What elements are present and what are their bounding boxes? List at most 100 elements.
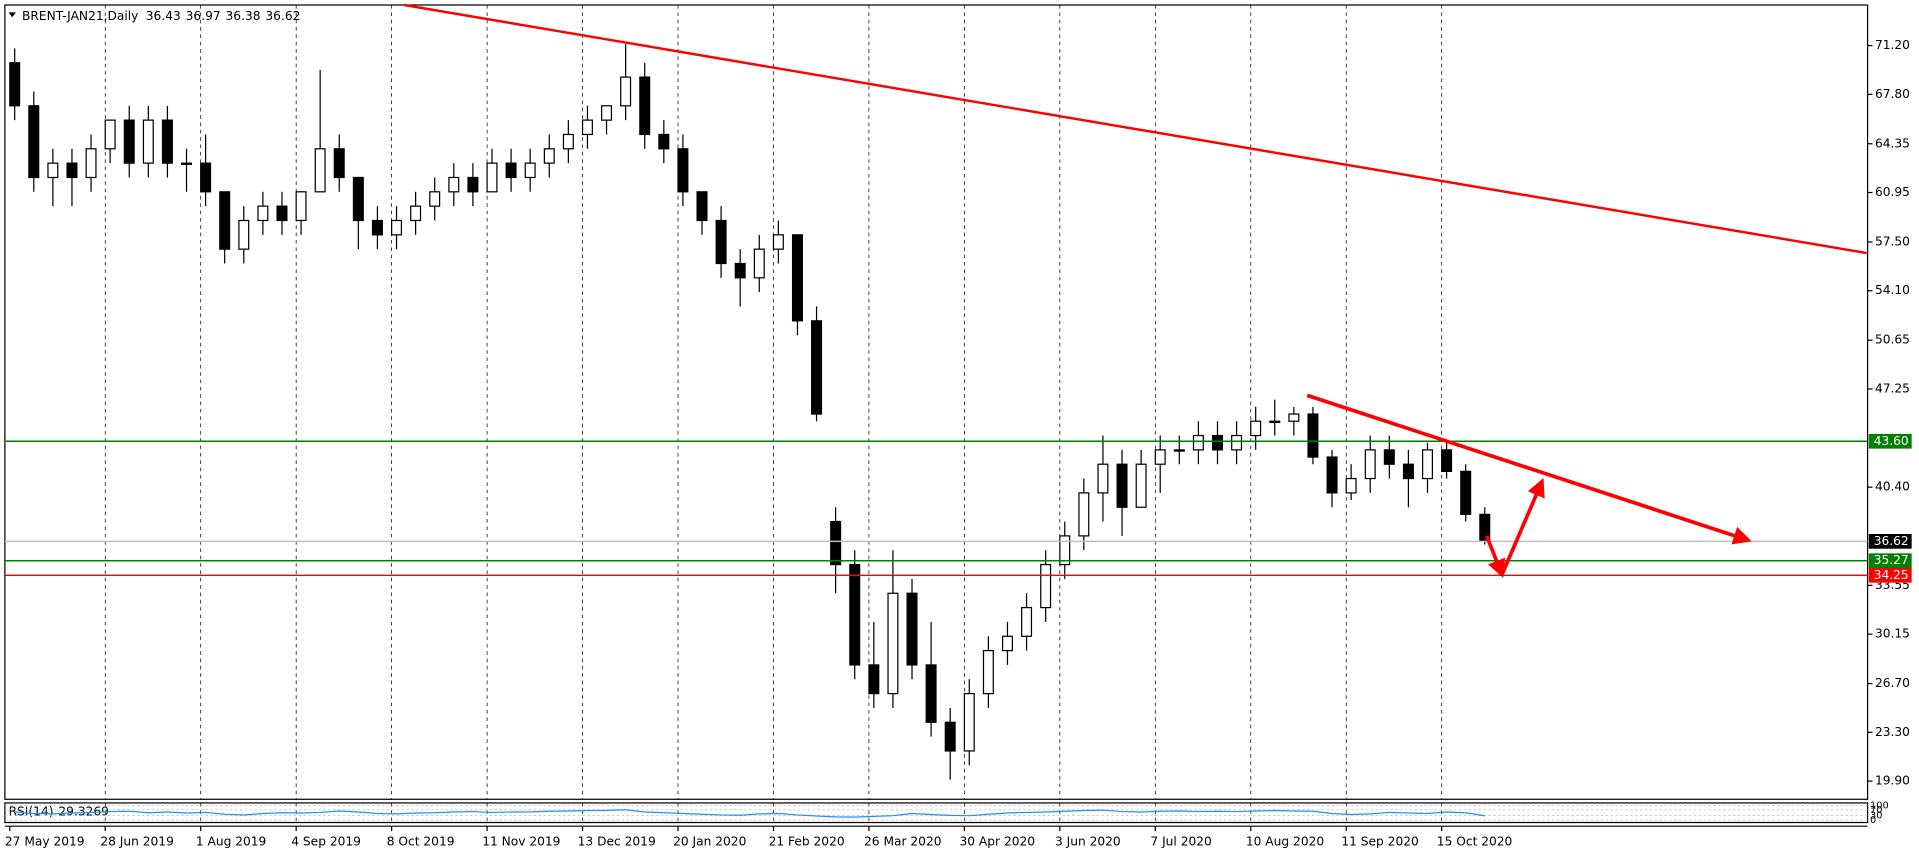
y-tick-label: 19.90	[1875, 774, 1910, 788]
level-label: 36.62	[1874, 534, 1909, 548]
level-label: 43.60	[1874, 434, 1909, 448]
x-tick-label: 8 Oct 2019	[387, 835, 455, 849]
y-tick-label: 54.10	[1875, 283, 1910, 297]
candle-body	[1441, 449, 1453, 472]
level-label-box	[1868, 433, 1912, 449]
candle-body	[505, 162, 517, 179]
x-tick-label: 21 Feb 2020	[769, 835, 845, 849]
candle-body	[181, 162, 193, 165]
candle-body	[333, 148, 345, 179]
trendline	[1306, 393, 1752, 545]
candle-body	[410, 205, 422, 222]
candle-body	[1192, 434, 1204, 451]
candle-body	[448, 176, 460, 193]
candle-body	[314, 148, 326, 193]
candle-body	[581, 119, 593, 136]
candle-body	[1021, 606, 1033, 637]
rsi-value: 29.3269	[58, 804, 109, 818]
x-tick-label: 28 Jun 2019	[100, 835, 174, 849]
main-panel	[4, 4, 1869, 800]
x-tick-label: 20 Jan 2020	[673, 835, 746, 849]
candle-body	[753, 248, 765, 279]
rsi-tick-label: 0	[1870, 815, 1876, 826]
high-value: 36.97	[186, 9, 221, 23]
menu-triangle[interactable]	[8, 12, 16, 18]
x-tick-label: 26 Mar 2020	[864, 835, 941, 849]
candle-body	[486, 162, 498, 193]
close-value: 36.62	[265, 9, 300, 23]
candle-body	[562, 133, 574, 150]
candle-body	[295, 191, 307, 222]
rsi-tick-label: 30	[1870, 811, 1882, 822]
candle-body	[734, 262, 746, 279]
trendline	[403, 3, 1867, 255]
x-tick-label: 3 Jun 2020	[1055, 835, 1121, 849]
candle-body	[1364, 449, 1376, 480]
level-label: 35.27	[1874, 553, 1909, 567]
candle-body	[1231, 434, 1243, 451]
candle-body	[1421, 449, 1434, 480]
candle-body	[1116, 463, 1128, 508]
candle-body	[696, 191, 708, 222]
x-tick-label: 11 Nov 2019	[482, 835, 560, 849]
candle-body	[1097, 463, 1109, 494]
level-label-box	[1868, 553, 1912, 569]
candle-body	[658, 133, 670, 150]
candle-body	[85, 148, 97, 179]
candle-body	[543, 148, 555, 164]
candle-body	[257, 205, 269, 222]
candle-body	[1402, 463, 1414, 480]
candle-body	[1250, 420, 1262, 437]
level-label-box	[1868, 534, 1912, 549]
candle-body	[1059, 535, 1071, 566]
candle-body	[830, 520, 842, 566]
candle-body	[849, 563, 861, 666]
candle-body	[9, 62, 21, 107]
candle-body	[28, 105, 40, 179]
y-tick-label: 40.40	[1875, 480, 1910, 494]
candle-body	[639, 76, 651, 136]
x-tick-label: 10 Aug 2020	[1246, 835, 1324, 849]
y-tick-label: 60.95	[1875, 185, 1910, 199]
y-tick-label: 30.15	[1875, 627, 1910, 641]
header: BRENT-JAN21,Daily 36.43 36.97 36.38 36.62	[22, 9, 300, 23]
rsi-tick-label: 70	[1870, 805, 1882, 816]
candle-body	[352, 176, 364, 222]
candle-body	[1154, 449, 1166, 465]
rsi-label: RSI(14)	[9, 804, 54, 818]
candle-body	[811, 320, 823, 415]
y-tick-label: 47.25	[1875, 381, 1910, 395]
x-tick-label: 7 Jul 2020	[1150, 835, 1211, 849]
candle-body	[123, 119, 135, 164]
open-value: 36.43	[146, 9, 181, 23]
candle-body	[238, 219, 250, 250]
candle-body	[1040, 563, 1052, 609]
x-tick-label: 27 May 2019	[5, 835, 85, 849]
candle-body	[200, 162, 212, 193]
rsi-line	[14, 809, 1485, 818]
candle-body	[906, 592, 918, 666]
x-tick-label: 4 Sep 2019	[291, 835, 361, 849]
candle-body	[772, 234, 784, 250]
rsi-header: RSI(14) 29.3269	[9, 804, 109, 818]
candle-body	[791, 234, 803, 322]
candle-body	[1173, 449, 1185, 452]
candle-body	[677, 148, 689, 193]
candle-body	[371, 219, 383, 236]
candle-body	[925, 664, 937, 723]
x-tick-label: 30 Apr 2020	[960, 835, 1036, 849]
level-label: 34.25	[1874, 568, 1909, 582]
y-tick-label: 50.65	[1875, 333, 1910, 347]
candle-body	[982, 649, 994, 695]
candle-body	[1001, 635, 1013, 652]
y-tick-label: 71.20	[1875, 38, 1910, 52]
trendline	[1500, 478, 1545, 576]
candle-body	[524, 162, 536, 179]
candle-body	[620, 76, 632, 107]
candle-body	[1460, 470, 1472, 516]
candle-body	[276, 205, 288, 222]
x-tick-label: 11 Sep 2020	[1341, 835, 1418, 849]
candle-body	[715, 219, 727, 265]
